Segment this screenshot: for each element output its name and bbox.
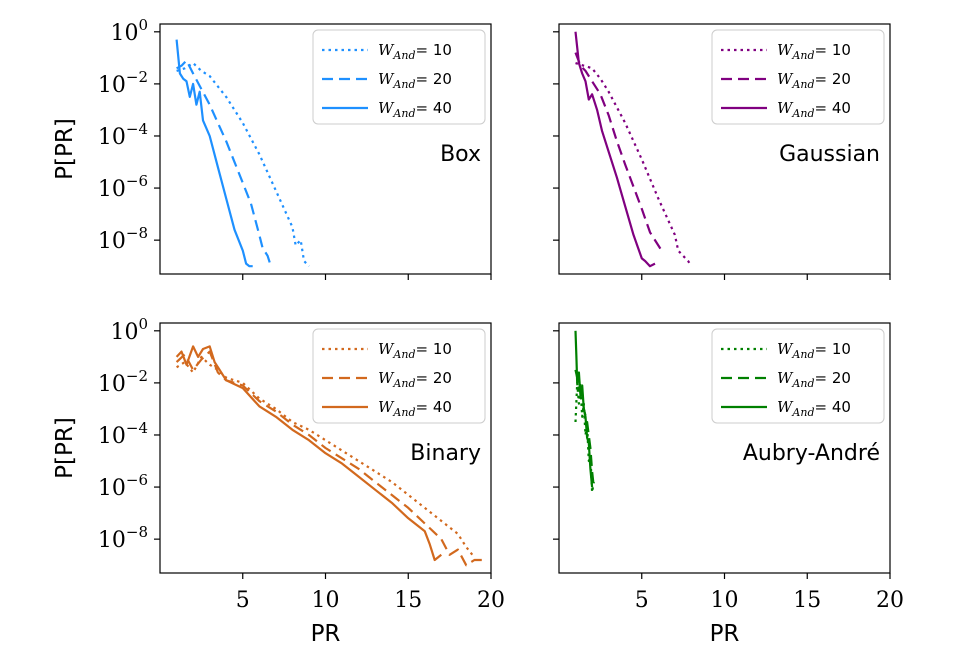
y-tick-label: 10−4 — [98, 120, 148, 150]
legend-label-w40: WAnd= 40 — [378, 99, 452, 120]
y-tick-label: 100 — [110, 16, 148, 46]
y-tick-label: 100 — [110, 315, 148, 345]
y-tick-label: 10−2 — [98, 367, 148, 397]
series-line-w40 — [175, 345, 442, 562]
y-tick-label: 10−2 — [98, 68, 148, 98]
y-tick-label: 10−8 — [98, 523, 148, 553]
legend-box — [312, 328, 486, 424]
x-tick-label: 10 — [312, 588, 340, 613]
y-tick-label: 10−6 — [98, 172, 148, 202]
series-group — [574, 31, 693, 268]
panel-title: Binary — [410, 441, 481, 466]
panel-title: Aubry-André — [743, 441, 880, 466]
series-group — [175, 39, 310, 268]
panel-binary: 5 10 15 20 100 10−2 10−4 10−6 10−8 P[PR] PR WAnd= 1… — [52, 315, 505, 647]
x-tick-label: 5 — [635, 588, 649, 613]
legend-label-w10: WAnd= 10 — [378, 41, 452, 62]
legend-label-w40: WAnd= 40 — [777, 398, 851, 419]
panel-title: Box — [440, 142, 481, 167]
legend-label-w20: WAnd= 20 — [378, 369, 452, 390]
y-tick-label: 10−6 — [98, 471, 148, 501]
x-tick-label: 5 — [236, 588, 250, 613]
series-line-w40 — [574, 31, 656, 268]
x-axis-label: PR — [710, 621, 740, 647]
series-line-w20 — [176, 59, 272, 267]
panel-aubry-andre: 5 10 15 20 PR WAnd= 10 WAnd= 20 WAnd= 40 Aubry-A… — [553, 322, 904, 647]
y-tick-label: 10−4 — [98, 419, 148, 449]
legend-label-w20: WAnd= 20 — [777, 70, 851, 91]
series-line-w10 — [176, 61, 310, 267]
legend-label-w40: WAnd= 40 — [777, 99, 851, 120]
legend-box — [711, 29, 885, 125]
panel-box: 100 10−2 10−4 10−6 10−8 P[PR] WAnd= 10 WAnd= 20… — [52, 16, 492, 280]
series-line-w20 — [574, 52, 665, 254]
legend-label-w20: WAnd= 20 — [777, 369, 851, 390]
legend-label-w10: WAnd= 10 — [777, 41, 851, 62]
y-axis-label: P[PR] — [52, 118, 78, 180]
panel-gaussian: WAnd= 10 WAnd= 20 WAnd= 40 Gaussian — [553, 23, 891, 280]
legend-box — [711, 328, 885, 424]
x-axis-label: PR — [311, 621, 341, 647]
y-axis-label: P[PR] — [52, 417, 78, 479]
x-tick-label: 15 — [793, 588, 821, 613]
series-line-w40 — [574, 330, 594, 488]
x-tick-label: 20 — [876, 588, 904, 613]
x-tick-label: 15 — [394, 588, 422, 613]
series-line-w40 — [175, 39, 253, 268]
panel-title: Gaussian — [779, 142, 880, 167]
legend-box — [312, 29, 486, 125]
legend-label-w10: WAnd= 10 — [777, 340, 851, 361]
x-tick-label: 10 — [711, 588, 739, 613]
series-group — [574, 330, 595, 494]
legend-label-w40: WAnd= 40 — [378, 398, 452, 419]
x-tick-label: 20 — [477, 588, 505, 613]
legend-label-w20: WAnd= 20 — [378, 70, 452, 91]
y-tick-label: 10−8 — [98, 224, 148, 254]
series-line-w20 — [175, 350, 483, 567]
legend-label-w10: WAnd= 10 — [378, 340, 452, 361]
series-group — [175, 345, 483, 567]
series-line-w10 — [176, 355, 476, 559]
